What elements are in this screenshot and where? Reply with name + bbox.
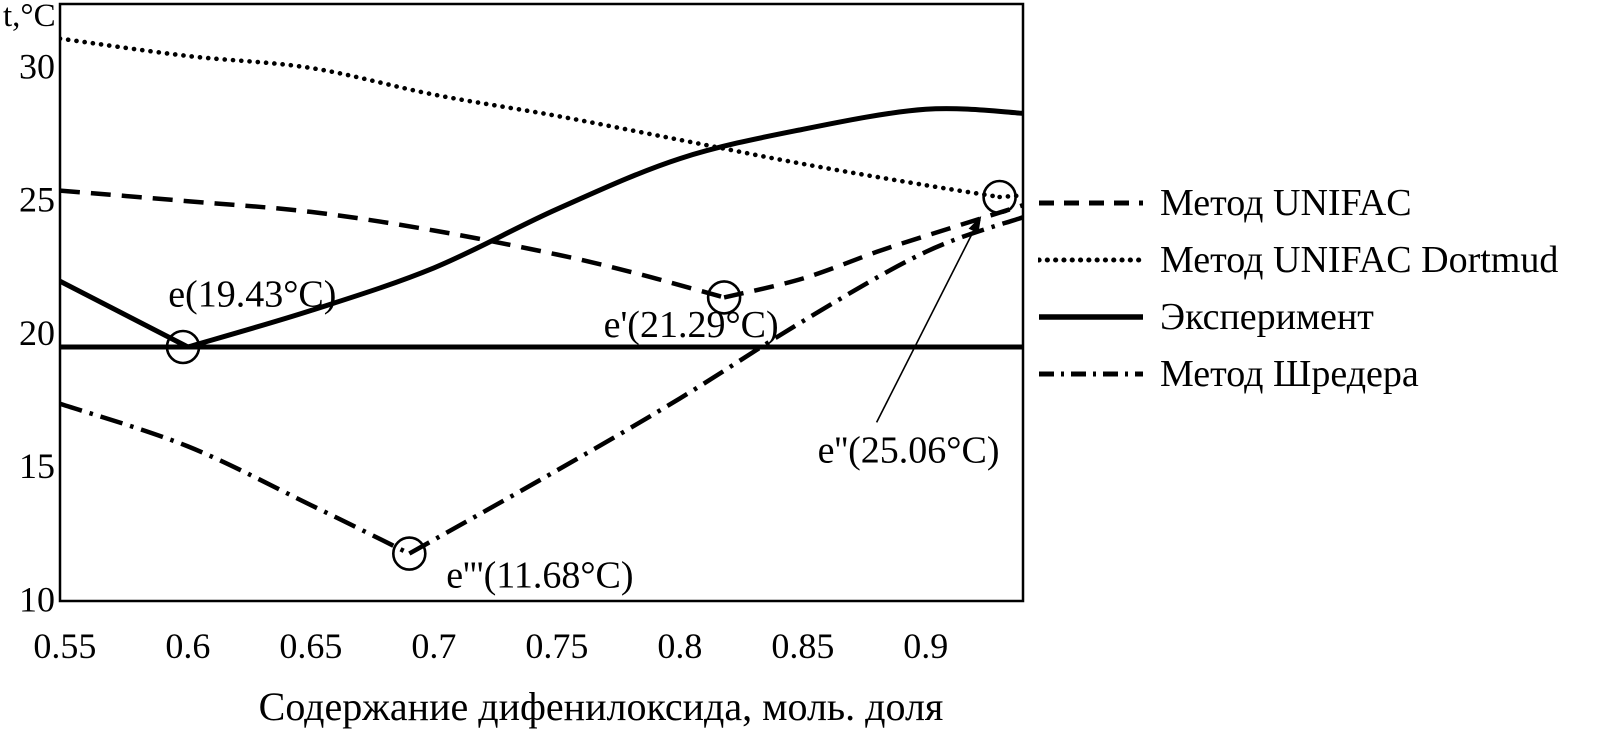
x-tick-label-0.85: 0.85	[771, 626, 834, 666]
series-unifac-dortmund-line	[997, 193, 1024, 200]
x-tick-label-0.8: 0.8	[657, 626, 702, 666]
legend-line-sample-solid	[1039, 313, 1143, 320]
legend-item-schroeder: Метод Шредера	[1038, 345, 1558, 402]
y-tick-label-25: 25	[19, 180, 55, 220]
legend-item-unifac: Метод UNIFAC	[1038, 174, 1558, 231]
y-tick-label-30: 30	[19, 46, 55, 86]
x-tick-label-0.6: 0.6	[165, 626, 210, 666]
annotation-arrow-head	[968, 215, 982, 234]
legend: Метод UNIFAC Метод UNIFAC Dortmud Эксперим…	[1038, 174, 1558, 402]
series-unifac-line	[59, 188, 725, 300]
annotation-e2-label: e''(25.06°C)	[818, 429, 1000, 471]
eutectic-marker-e1	[706, 280, 742, 315]
annotation-e1-label: e'(21.29°C)	[604, 304, 779, 346]
legend-label-unifac-dortmund: Метод UNIFAC Dortmud	[1160, 238, 1559, 281]
plot-area	[59, 36, 1024, 556]
x-tick-label-0.65: 0.65	[279, 626, 342, 666]
eutectic-marker-e	[165, 329, 201, 365]
x-tick-label-0.55: 0.55	[33, 626, 96, 666]
x-tick-label-0.7: 0.7	[411, 626, 456, 666]
y-tick-label-10: 10	[19, 579, 55, 619]
series-experiment-line	[59, 278, 190, 350]
y-tick-label-20: 20	[19, 313, 55, 353]
legend-line-sample-dashed	[1039, 200, 1143, 205]
plot-frame	[58, 2, 1025, 603]
x-axis-title: Содержание дифенилоксида, моль. доля	[258, 684, 944, 729]
legend-item-unifac-dortmund: Метод UNIFAC Dortmud	[1038, 231, 1558, 288]
y-axis-label: t,°C	[3, 0, 56, 34]
legend-label-experiment: Эксперимент	[1160, 295, 1374, 338]
annotation-e-label: e(19.43°C)	[168, 274, 336, 316]
legend-line-sample-dotted	[1038, 256, 1144, 263]
legend-label-schroeder: Метод Шредера	[1160, 352, 1419, 395]
eutectic-marker-e2	[982, 179, 1017, 215]
annotation-e3-label: e'''(11.68°C)	[446, 555, 633, 597]
series-schroeder-line	[408, 215, 1024, 556]
legend-line-sample-dashdot	[1039, 371, 1143, 376]
eutectic-marker-e3	[391, 536, 427, 571]
legend-label-unifac: Метод UNIFAC	[1160, 181, 1412, 224]
y-tick-label-15: 15	[19, 446, 55, 486]
series-unifac-line	[723, 203, 1024, 300]
annotation-arrow-line	[875, 230, 975, 423]
x-tick-label-0.9: 0.9	[903, 626, 948, 666]
x-tick-label-0.75: 0.75	[525, 626, 588, 666]
series-experiment-line	[187, 106, 1024, 350]
legend-item-experiment: Эксперимент	[1038, 288, 1558, 345]
series-schroeder-line	[59, 401, 411, 556]
series-unifac-dortmund-line	[59, 36, 1002, 200]
